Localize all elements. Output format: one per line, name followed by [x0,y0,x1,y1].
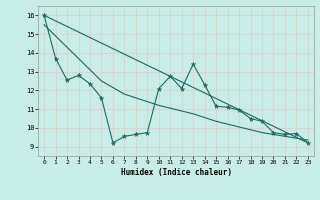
X-axis label: Humidex (Indice chaleur): Humidex (Indice chaleur) [121,168,231,177]
